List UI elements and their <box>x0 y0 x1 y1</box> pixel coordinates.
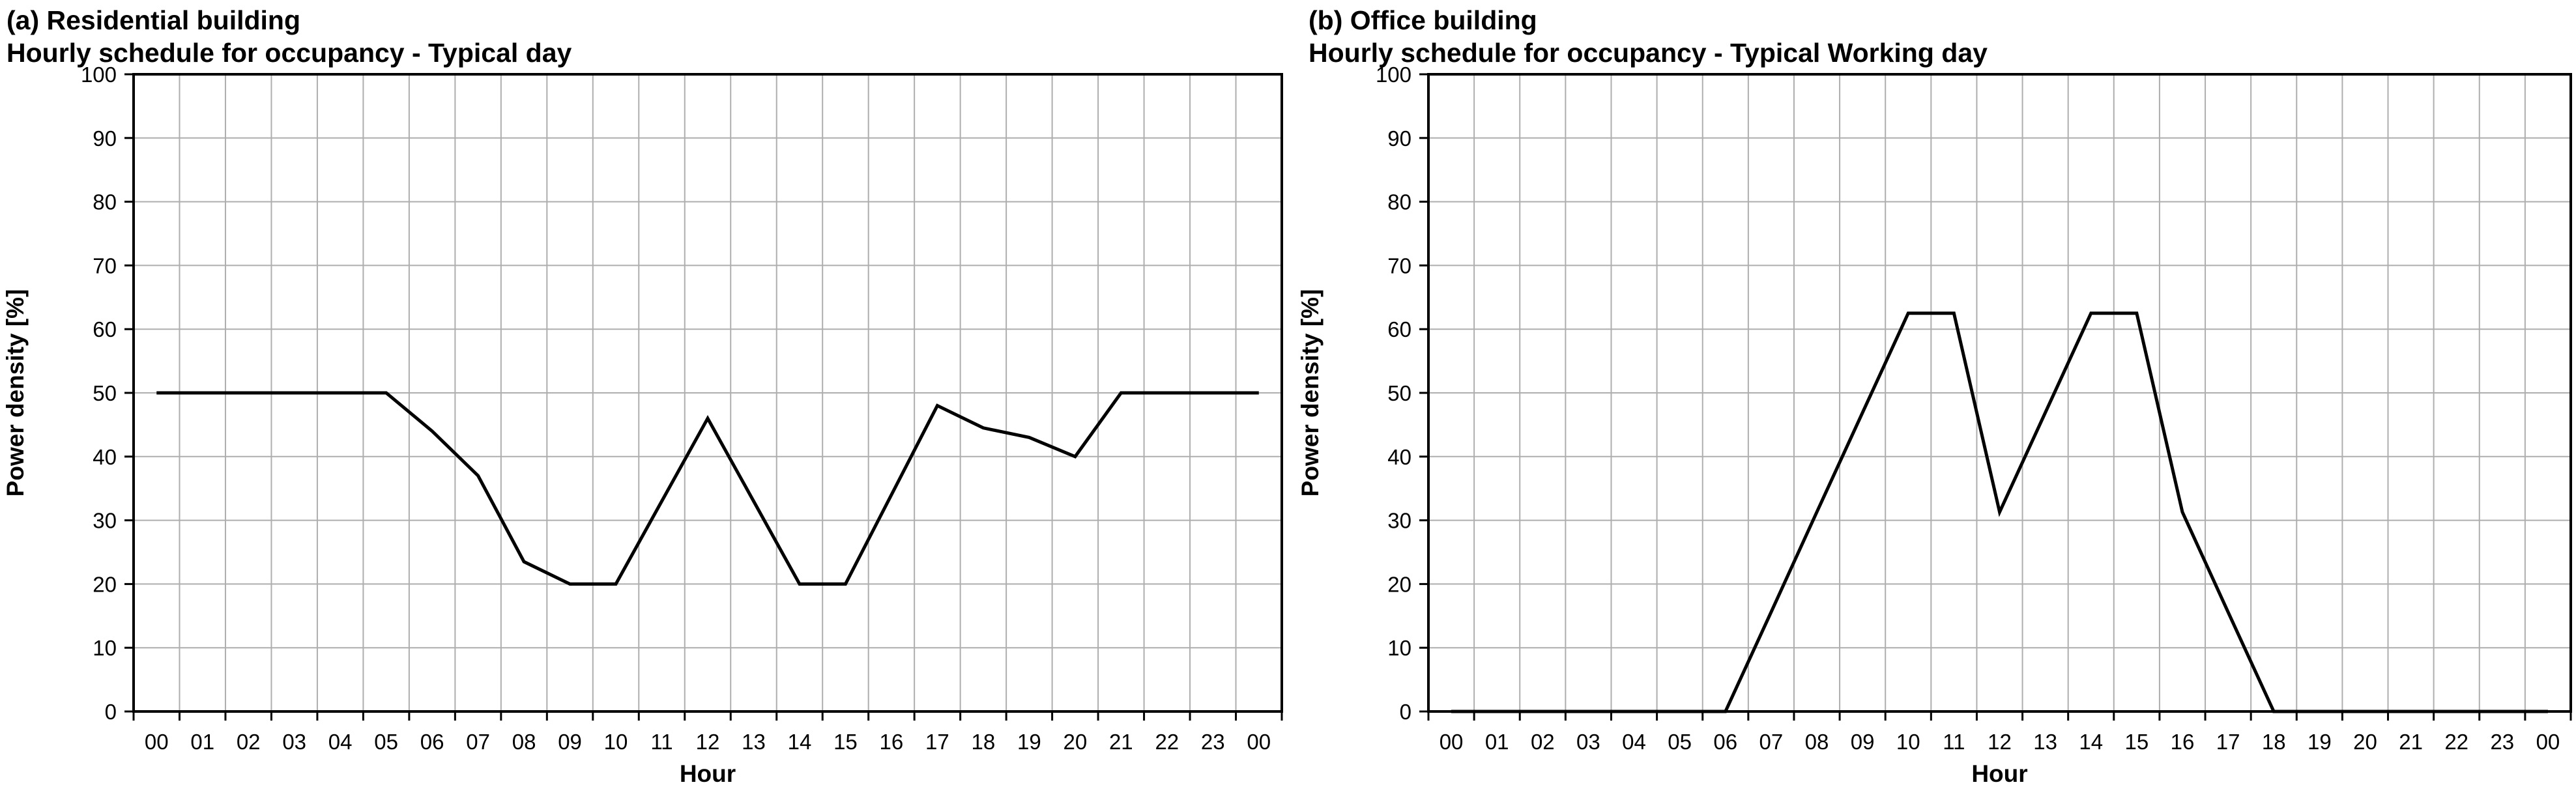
x-tick-label: 06 <box>420 730 444 754</box>
x-tick-label: 04 <box>1622 730 1646 754</box>
x-tick-label: 21 <box>2399 730 2423 754</box>
x-tick-label: 16 <box>2171 730 2195 754</box>
y-tick-label: 20 <box>1387 572 1411 596</box>
x-tick-label: 16 <box>880 730 904 754</box>
y-tick-label: 0 <box>1400 700 1411 724</box>
x-tick-label: 03 <box>1576 730 1600 754</box>
y-tick-label: 30 <box>93 509 117 533</box>
x-tick-label: 19 <box>1017 730 1041 754</box>
x-tick-label: 20 <box>2353 730 2377 754</box>
x-tick-label: 07 <box>1759 730 1784 754</box>
x-tick-label: 13 <box>2033 730 2057 754</box>
x-tick-label: 12 <box>1988 730 2012 754</box>
x-tick-label: 23 <box>1201 730 1225 754</box>
x-tick-label: 04 <box>328 730 353 754</box>
x-tick-label: 10 <box>604 730 628 754</box>
y-tick-label: 30 <box>1387 509 1411 533</box>
x-tick-label: 10 <box>1896 730 1920 754</box>
x-tick-label: 11 <box>1943 730 1965 754</box>
chart-a-title-block: (a) Residential building Hourly schedule… <box>7 4 572 69</box>
y-tick-label: 70 <box>1387 253 1411 278</box>
x-tick-label: 15 <box>833 730 858 754</box>
x-tick-label: 17 <box>2216 730 2240 754</box>
chart-a-title: (a) Residential building <box>7 5 301 35</box>
x-axis-title: Hour <box>1971 760 2027 787</box>
x-tick-label: 12 <box>696 730 720 754</box>
y-tick-label: 80 <box>93 190 117 214</box>
y-axis-title: Power density [%] <box>1297 289 1324 497</box>
y-tick-label: 70 <box>93 253 117 278</box>
x-tick-label: 09 <box>1851 730 1875 754</box>
x-tick-label: 03 <box>282 730 306 754</box>
data-line <box>156 391 1259 586</box>
x-tick-label: 00 <box>145 730 169 754</box>
x-tick-label: 07 <box>466 730 490 754</box>
x-tick-label: 22 <box>2444 730 2468 754</box>
x-tick-label: 19 <box>2308 730 2332 754</box>
x-tick-label: 13 <box>742 730 766 754</box>
x-tick-label: 01 <box>1485 730 1509 754</box>
y-tick-label: 60 <box>93 317 117 341</box>
x-tick-label: 18 <box>972 730 996 754</box>
x-tick-label: 02 <box>237 730 261 754</box>
x-tick-label: 05 <box>1668 730 1692 754</box>
y-tick-label: 40 <box>1387 445 1411 469</box>
chart-b-title: (b) Office building <box>1309 5 1537 35</box>
chart-b-title-block: (b) Office building Hourly schedule for … <box>1309 4 1988 69</box>
y-tick-label: 90 <box>1387 126 1411 151</box>
x-tick-label: 02 <box>1531 730 1555 754</box>
y-tick-label: 50 <box>1387 381 1411 405</box>
y-tick-label: 60 <box>1387 317 1411 341</box>
x-tick-label: 00 <box>1247 730 1271 754</box>
x-tick-label: 08 <box>512 730 536 754</box>
x-tick-label: 20 <box>1063 730 1087 754</box>
chart-a-subtitle: Hourly schedule for occupancy - Typical … <box>7 38 572 68</box>
y-axis-title: Power density [%] <box>2 289 29 497</box>
x-tick-label: 23 <box>2490 730 2514 754</box>
y-tick-label: 40 <box>93 445 117 469</box>
y-tick-label: 100 <box>81 63 117 87</box>
y-tick-label: 100 <box>1376 63 1411 87</box>
y-tick-label: 90 <box>93 126 117 151</box>
x-tick-label: 00 <box>1440 730 1464 754</box>
x-tick-label: 14 <box>2079 730 2103 754</box>
x-tick-label: 05 <box>374 730 398 754</box>
x-tick-label: 11 <box>650 730 673 754</box>
y-tick-label: 0 <box>105 700 117 724</box>
x-tick-label: 21 <box>1109 730 1133 754</box>
x-tick-label: 15 <box>2125 730 2149 754</box>
y-tick-label: 10 <box>93 636 117 660</box>
x-tick-label: 00 <box>2536 730 2560 754</box>
x-tick-label: 08 <box>1805 730 1829 754</box>
y-tick-label: 80 <box>1387 190 1411 214</box>
y-tick-label: 20 <box>93 572 117 596</box>
x-tick-label: 22 <box>1155 730 1179 754</box>
y-tick-label: 50 <box>93 381 117 405</box>
y-tick-label: 10 <box>1387 636 1411 660</box>
x-axis-title: Hour <box>680 760 736 787</box>
chart-b-subtitle: Hourly schedule for occupancy - Typical … <box>1309 38 1988 68</box>
x-tick-label: 06 <box>1713 730 1737 754</box>
x-tick-label: 14 <box>788 730 812 754</box>
data-line <box>1451 311 2548 713</box>
x-tick-label: 17 <box>925 730 949 754</box>
x-tick-label: 09 <box>558 730 582 754</box>
x-tick-label: 01 <box>190 730 214 754</box>
x-tick-label: 18 <box>2262 730 2286 754</box>
